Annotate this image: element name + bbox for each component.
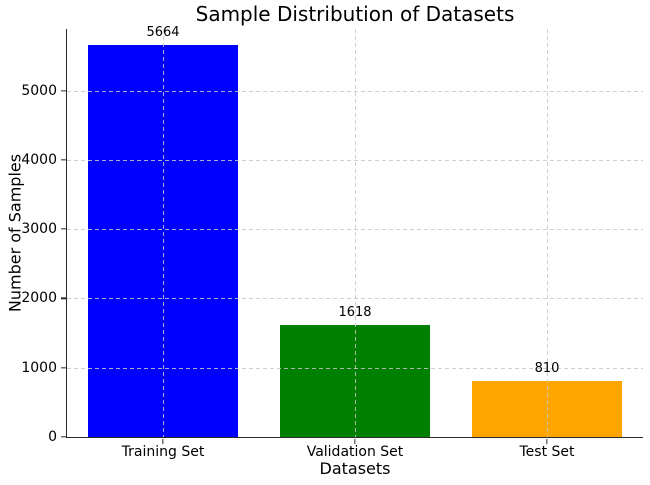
y-tick-label: 5000: [21, 82, 57, 99]
x-gridline: [355, 29, 356, 437]
y-tick-label: 3000: [21, 221, 57, 238]
bar-value-label: 5664: [146, 24, 180, 40]
plot-area: 0 1000 2000 3000 4000 5000 5664 Training Set 161…: [21, 25, 643, 460]
x-tick-label: Validation Set: [306, 444, 404, 460]
y-tick-mark: [61, 297, 66, 300]
y-tick-label: 0: [48, 429, 57, 445]
chart-title: Sample Distribution of Datasets: [195, 2, 515, 26]
x-gridline: [163, 29, 164, 437]
y-tick-mark: [61, 436, 66, 438]
x-tick-mark: [354, 439, 356, 444]
y-tick-label: 2000: [21, 290, 57, 307]
y-tick-mark: [61, 159, 66, 161]
x-gridline: [547, 29, 548, 437]
bar-value-label: 810: [534, 360, 560, 376]
y-tick-mark: [61, 367, 66, 369]
x-tick-mark: [162, 439, 164, 444]
bar-test-set: [472, 380, 622, 437]
bar-training-set: [88, 44, 238, 437]
y-tick-label: 4000: [21, 151, 57, 168]
bar-value-label: 1618: [338, 304, 372, 320]
bar-validation-set: [280, 324, 430, 437]
x-tick-label: Training Set: [121, 444, 205, 460]
x-tick-mark: [546, 439, 548, 444]
y-tick-mark: [61, 89, 66, 92]
x-axis-label: Datasets: [319, 459, 391, 478]
y-tick-mark: [61, 228, 66, 230]
x-tick-label: Test Set: [519, 444, 575, 460]
y-tick-label: 1000: [21, 359, 57, 376]
